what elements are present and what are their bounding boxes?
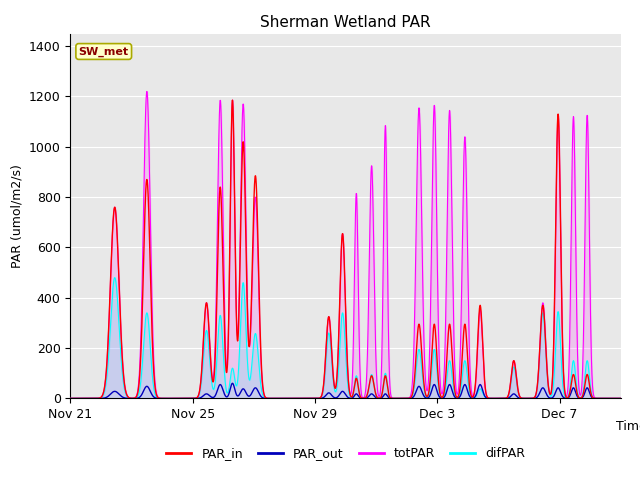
Title: Sherman Wetland PAR: Sherman Wetland PAR <box>260 15 431 30</box>
Y-axis label: PAR (umol/m2/s): PAR (umol/m2/s) <box>10 164 23 268</box>
X-axis label: Time: Time <box>616 420 640 433</box>
Text: SW_met: SW_met <box>79 47 129 57</box>
Legend: PAR_in, PAR_out, totPAR, difPAR: PAR_in, PAR_out, totPAR, difPAR <box>161 442 530 465</box>
